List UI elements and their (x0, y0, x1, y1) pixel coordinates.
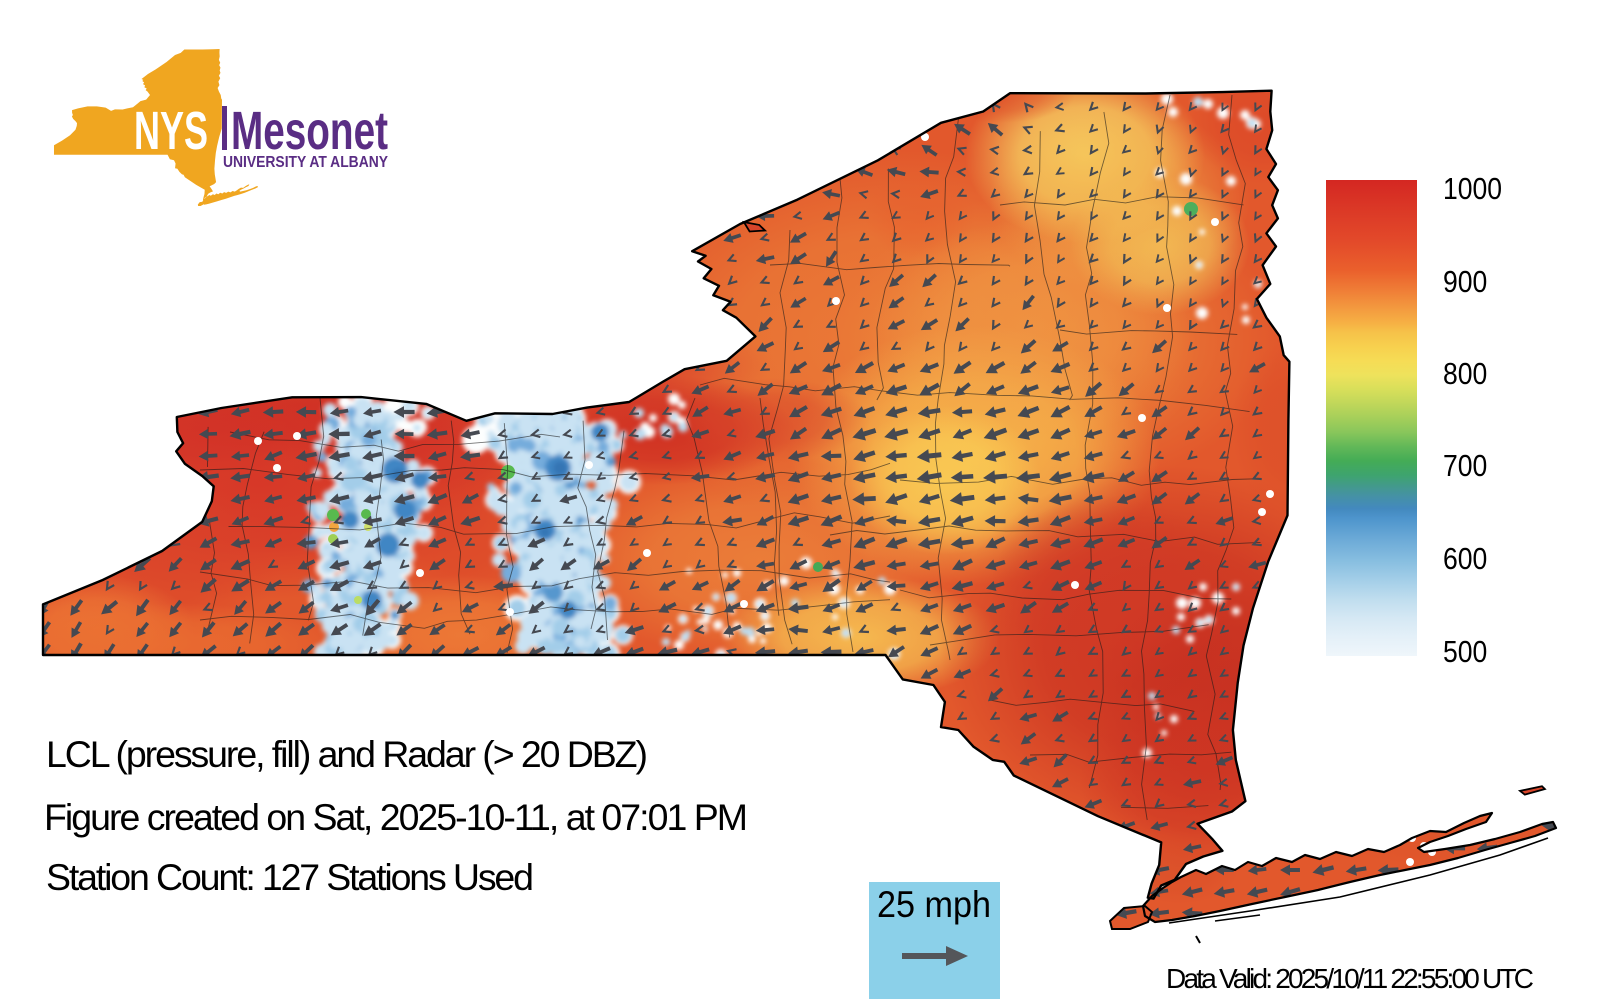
svg-text:LCL (pressure, fill) and Radar: LCL (pressure, fill) and Radar (> 20 DBZ… (46, 733, 648, 775)
svg-text:600: 600 (1443, 542, 1487, 576)
svg-text:800: 800 (1443, 357, 1487, 391)
svg-text:NYS: NYS (134, 101, 208, 161)
svg-text:Station Count: 127 Stations Us: Station Count: 127 Stations Used (46, 856, 534, 898)
svg-text:25 mph: 25 mph (877, 884, 991, 925)
svg-text:UNIVERSITY AT ALBANY: UNIVERSITY AT ALBANY (223, 154, 389, 171)
svg-text:1000: 1000 (1443, 172, 1502, 206)
svg-text:500: 500 (1443, 635, 1487, 669)
svg-text:Figure created on Sat, 2025-10: Figure created on Sat, 2025-10-11, at 07… (44, 796, 748, 838)
svg-text:Data Valid: 2025/10/11 22:55:0: Data Valid: 2025/10/11 22:55:00 UTC (1166, 963, 1534, 994)
svg-text:700: 700 (1443, 449, 1487, 483)
svg-text:900: 900 (1443, 265, 1487, 299)
svg-text:Mesonet: Mesonet (231, 101, 388, 161)
